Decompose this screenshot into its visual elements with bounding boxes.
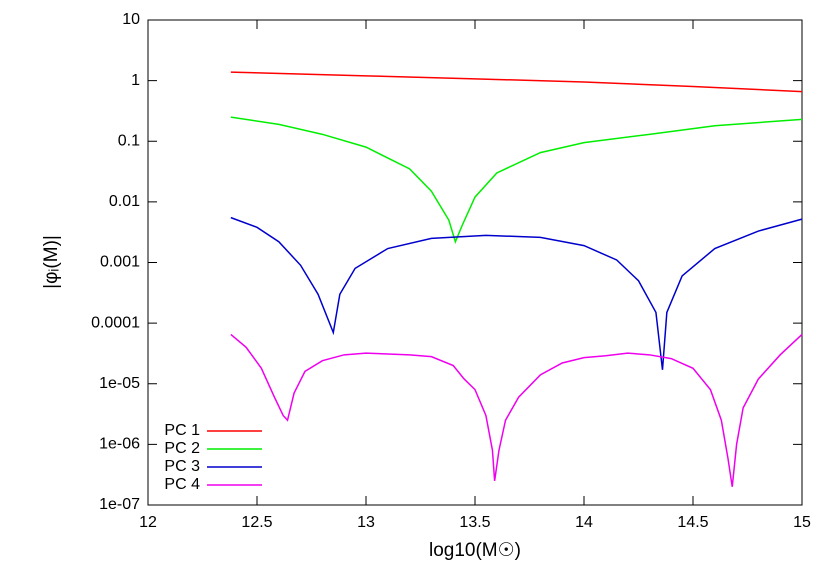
x-tick-label: 13.5	[459, 514, 490, 531]
y-axis-label: |φᵢ(M)|	[41, 235, 62, 289]
legend-label: PC 3	[164, 458, 200, 475]
series-line	[230, 71, 803, 93]
y-tick-label: 0.1	[118, 132, 140, 149]
x-tick-label: 15	[793, 514, 811, 531]
y-tick-label: 0.0001	[91, 314, 140, 331]
plot-frame	[147, 19, 803, 506]
legend-label: PC 2	[164, 440, 200, 457]
y-tick-label: 10	[122, 11, 140, 28]
legend-label: PC 4	[164, 476, 200, 493]
series-line	[230, 333, 803, 487]
x-tick-label: 12	[139, 514, 157, 531]
y-tick-label: 1e-06	[99, 436, 140, 453]
x-tick-label: 12.5	[241, 514, 272, 531]
x-tick-label: 14.5	[677, 514, 708, 531]
y-tick-label: 1e-07	[99, 496, 140, 513]
y-tick-label: 1e-05	[99, 375, 140, 392]
x-tick-label: 14	[575, 514, 593, 531]
series-line	[230, 116, 803, 244]
y-tick-label: 1	[131, 72, 140, 89]
legend-label: PC 1	[164, 422, 200, 439]
y-tick-label: 0.001	[100, 254, 140, 271]
x-axis-label: log10(M☉)	[429, 540, 521, 561]
series-line	[230, 216, 803, 370]
x-tick-label: 13	[357, 514, 375, 531]
y-tick-label: 0.01	[109, 193, 140, 210]
